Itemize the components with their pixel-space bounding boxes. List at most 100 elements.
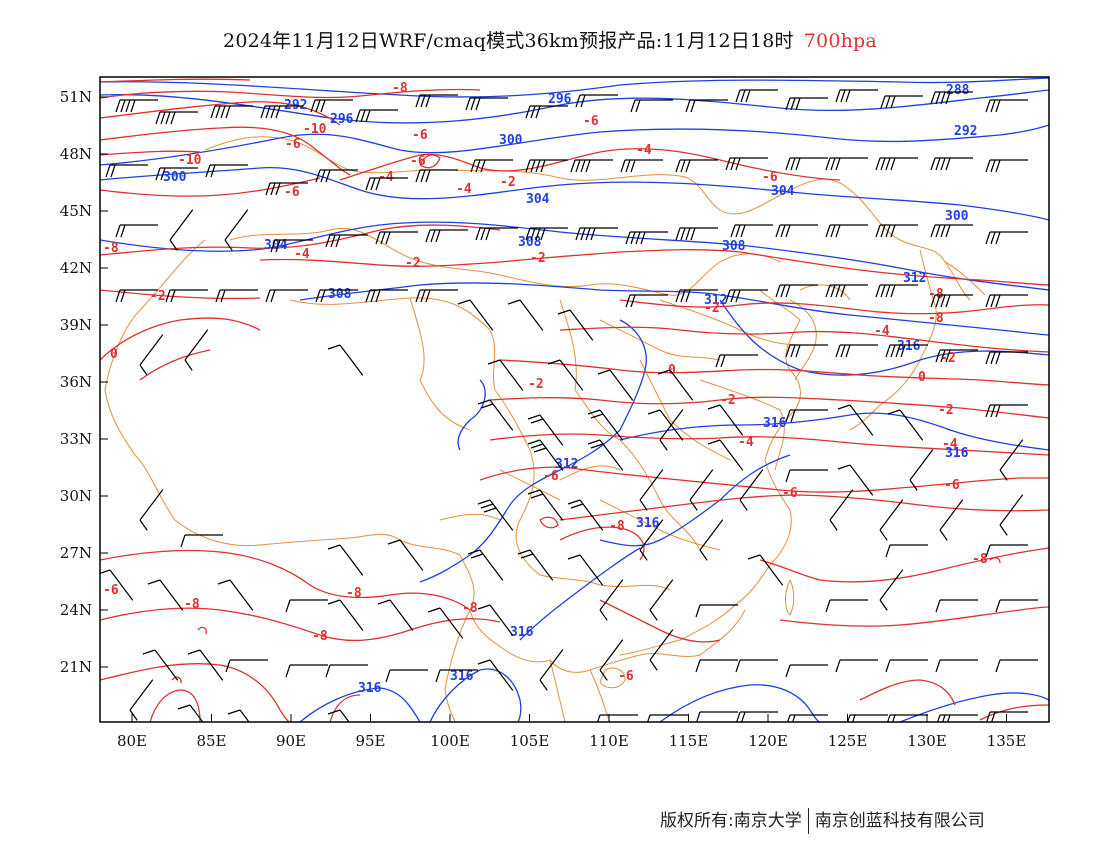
- wind-barb: [825, 157, 868, 171]
- wind-barb: [427, 607, 464, 639]
- wind-barb: [787, 714, 828, 722]
- wind-barb: [597, 369, 634, 401]
- wind-barb: [657, 369, 694, 401]
- height-label: 308: [722, 239, 746, 254]
- lat-label: 45N: [60, 202, 92, 220]
- height-label: 308: [328, 287, 352, 302]
- wind-barb: [142, 649, 179, 681]
- wind-barb: [785, 409, 828, 423]
- lon-label: 100E: [430, 732, 470, 750]
- wind-barb: [365, 289, 408, 303]
- temp-label: -4: [456, 182, 472, 197]
- lat-label: 48N: [60, 145, 92, 163]
- wind-barb: [184, 329, 209, 371]
- lon-label: 90E: [276, 732, 306, 750]
- wind-barb: [986, 711, 1028, 722]
- copyright-footer: 版权所有:南京大学 南京创蓝科技有限公司: [660, 806, 985, 834]
- wind-barb: [310, 99, 353, 113]
- wind-barb: [327, 344, 364, 376]
- lat-label: 21N: [60, 658, 92, 676]
- height-label: 296: [330, 112, 354, 127]
- wind-barb: [785, 664, 828, 678]
- height-contours: [100, 77, 1049, 722]
- height-label: 312: [704, 293, 727, 308]
- wind-barb: [985, 99, 1028, 113]
- temp-label: -2: [528, 377, 544, 392]
- wind-barb: [139, 334, 164, 376]
- temp-label: -4: [294, 247, 310, 262]
- wind-barb: [355, 109, 398, 123]
- wind-barb: [225, 659, 268, 673]
- wind-barb: [599, 579, 624, 621]
- wind-barb: [507, 299, 544, 331]
- wind-barb: [930, 157, 973, 171]
- wind-barb: [785, 157, 828, 171]
- temp-label: -8: [462, 601, 478, 616]
- wind-barb: [475, 227, 518, 241]
- wind-barbs: [100, 89, 1038, 722]
- wind-barb: [939, 499, 964, 541]
- temp-label: -10: [178, 153, 202, 168]
- wind-barb: [735, 659, 778, 673]
- height-label: 308: [518, 235, 542, 250]
- temp-label: -6: [618, 669, 634, 684]
- temp-label: 0: [918, 370, 926, 385]
- wind-barb: [325, 234, 368, 248]
- temp-label: -6: [543, 469, 559, 484]
- lon-label: 110E: [589, 732, 629, 750]
- wind-barb: [785, 344, 828, 358]
- wind-barb: [985, 351, 1028, 365]
- wind-barb: [387, 539, 424, 571]
- footer-right: 南京创蓝科技有限公司: [814, 811, 985, 831]
- lat-label: 24N: [60, 601, 92, 619]
- wind-barb: [477, 399, 514, 431]
- wind-barb: [995, 599, 1038, 613]
- wind-barb: [415, 94, 458, 108]
- temp-label: -2: [405, 256, 421, 271]
- wind-barb: [625, 231, 668, 245]
- temp-label: -8: [184, 597, 200, 612]
- wind-barb: [887, 409, 924, 441]
- wind-barb: [825, 599, 868, 613]
- title-main: 2024年11月12日WRF/cmaq模式36km预报产品:11月12日18时: [223, 30, 794, 52]
- wind-barb: [115, 99, 158, 113]
- wind-barb: [575, 227, 618, 241]
- wind-barb: [415, 169, 458, 183]
- wind-barb: [935, 599, 978, 613]
- wind-barb: [875, 157, 918, 171]
- temp-label: -6: [762, 170, 778, 185]
- temperature-contour-labels: -8 -10 -6 -6 -10 -6 -4 -4 -4 -2 -2 -6 -8…: [103, 81, 988, 684]
- temp-label: -6: [103, 583, 119, 598]
- temp-label: -6: [412, 128, 428, 143]
- wind-barb: [270, 239, 313, 253]
- wind-barb: [587, 409, 624, 441]
- wind-barb: [715, 354, 758, 368]
- wind-barb: [675, 159, 718, 173]
- wind-barb: [327, 709, 350, 722]
- temp-label: -6: [284, 185, 300, 200]
- wind-barb: [224, 209, 249, 251]
- wind-barb: [435, 669, 478, 683]
- wind-barb: [139, 489, 164, 531]
- lon-label: 115E: [669, 732, 709, 750]
- wind-barb: [930, 224, 973, 238]
- wind-barb: [527, 414, 564, 446]
- wind-barb: [675, 227, 718, 241]
- wind-barb: [477, 499, 514, 531]
- wind-barb: [875, 224, 918, 238]
- wind-barb: [985, 294, 1028, 308]
- wind-barb: [115, 224, 158, 238]
- wind-barb: [415, 289, 458, 303]
- wind-barb: [567, 499, 604, 531]
- height-contour-labels: 292 296 296 288 292 300 300 304 304 304 …: [163, 83, 977, 696]
- wind-barb: [327, 544, 364, 576]
- lon-label: 130E: [907, 732, 947, 750]
- lon-label: 105E: [510, 732, 550, 750]
- temp-label: -6: [410, 154, 426, 169]
- wind-barb: [155, 111, 198, 125]
- wind-barb: [587, 439, 624, 471]
- wind-barb: [999, 439, 1024, 481]
- wind-barb: [885, 344, 928, 358]
- height-label: 300: [163, 170, 187, 185]
